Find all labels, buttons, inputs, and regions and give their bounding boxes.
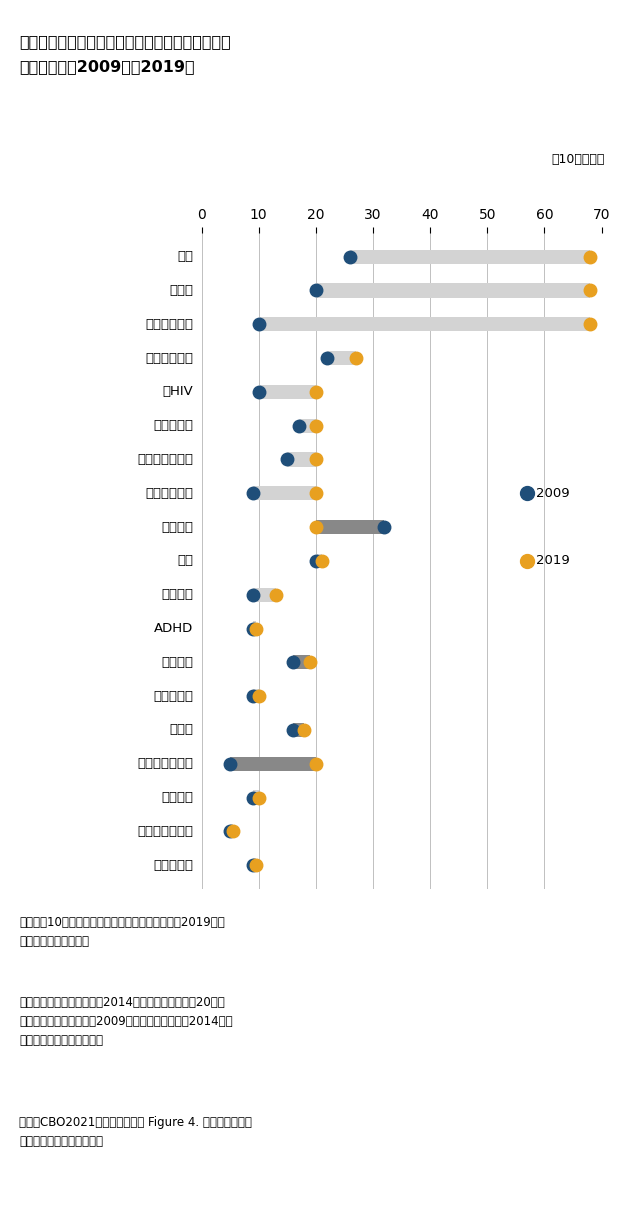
Text: ワクチン: ワクチン <box>161 588 193 601</box>
Bar <box>259 385 316 398</box>
Text: 皮膚科疾患: 皮膚科疾患 <box>154 690 193 702</box>
Text: 抗血液凝固: 抗血液凝固 <box>154 419 193 432</box>
Bar <box>327 351 356 365</box>
Bar <box>316 283 590 298</box>
Text: 出所：CBO2021年４月報告書の Figure 4. を医薬産業政策
　　　研究所にて一部改変: 出所：CBO2021年４月報告書の Figure 4. を医薬産業政策 研究所に… <box>19 1116 252 1148</box>
Text: ホルモン系避妊: ホルモン系避妊 <box>138 825 193 837</box>
Bar <box>316 520 385 535</box>
Bar <box>230 824 233 839</box>
Bar <box>253 858 256 872</box>
Text: ADHD: ADHD <box>154 622 193 635</box>
Text: 多発性硬化症: 多発性硬化症 <box>145 487 193 500</box>
Bar <box>293 655 310 669</box>
Bar <box>259 318 590 331</box>
Text: （10億ドル）: （10億ドル） <box>552 152 605 166</box>
Text: 精神疾患: 精神疾患 <box>161 521 193 533</box>
Text: 呼吸器系疾患: 呼吸器系疾患 <box>145 352 193 364</box>
Bar <box>350 250 590 264</box>
Text: 注１：（10億ドル）はインフレの影響を調整した2019年ド
　　　ル換算値である: 注１：（10億ドル）はインフレの影響を調整した2019年ド ル換算値である <box>19 916 225 948</box>
Bar <box>253 587 276 602</box>
Text: 胃腸疾患: 胃腸疾患 <box>161 656 193 669</box>
Text: 2009: 2009 <box>536 487 570 500</box>
Text: 注２：ウィルス性肝炎は、2014年に小売販売額上位20疾患
　　　群に入ったため、2009年の販売額ではなく2014年の
　　　販売額を用いている: 注２：ウィルス性肝炎は、2014年に小売販売額上位20疾患 群に入ったため、20… <box>19 996 233 1047</box>
Text: 性ホルモン: 性ホルモン <box>154 858 193 872</box>
Bar <box>293 723 305 737</box>
Bar <box>253 487 316 500</box>
Text: 糖尿病: 糖尿病 <box>169 284 193 297</box>
Bar <box>287 452 316 467</box>
Text: ウイルス性肝炎: ウイルス性肝炎 <box>138 758 193 770</box>
Bar <box>253 689 259 704</box>
Bar <box>299 418 316 433</box>
Bar <box>316 554 321 568</box>
Text: 図４　米国における疾患領域別の医薬品小売販売: 図４ 米国における疾患領域別の医薬品小売販売 <box>19 34 231 49</box>
Text: 高血圧: 高血圧 <box>169 723 193 737</box>
Text: がん: がん <box>177 250 193 264</box>
Text: 総額、2009年対2019年: 総額、2009年対2019年 <box>19 59 195 74</box>
Bar <box>253 622 256 635</box>
Text: 自己免疫疾患: 自己免疫疾患 <box>145 318 193 331</box>
Text: 2019: 2019 <box>536 554 570 568</box>
Bar <box>253 791 259 804</box>
Bar <box>230 756 316 771</box>
Text: 疼痛: 疼痛 <box>177 554 193 568</box>
Text: 眼科疾患: 眼科疾患 <box>161 791 193 804</box>
Text: 中枢神経系疾患: 中枢神経系疾患 <box>138 452 193 466</box>
Text: 抗HIV: 抗HIV <box>163 385 193 398</box>
